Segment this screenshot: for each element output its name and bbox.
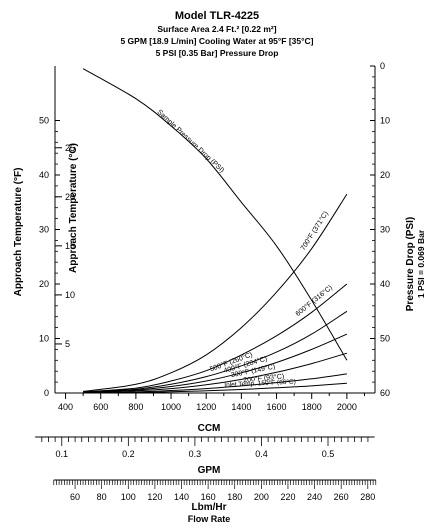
y-left-c-tick-label: 10 <box>65 290 75 300</box>
x-lbm-tick-label: 140 <box>174 492 189 502</box>
series-label: 600°F (316°C) <box>294 283 334 317</box>
x-lbm-tick-label: 60 <box>70 492 80 502</box>
x-lbm-tick-label: 80 <box>97 492 107 502</box>
x-ccm-tick-label: 400 <box>58 402 73 412</box>
x-ccm-tick-label: 1000 <box>161 402 181 412</box>
x-lbm-label: Lbm/Hr <box>192 502 227 513</box>
series-label: 700°F (371°C) <box>299 210 330 252</box>
series-line <box>83 373 347 394</box>
y-right-tick-label: 60 <box>380 388 390 398</box>
x-lbm-tick-label: 180 <box>227 492 242 502</box>
y-left-c-tick-label: 15 <box>65 241 75 251</box>
chart-subtitle-3: 5 PSI [0.35 Bar] Pressure Drop <box>156 48 279 58</box>
x-gpm-tick-label: 0.5 <box>322 449 335 459</box>
y-right-tick-label: 10 <box>380 116 390 126</box>
x-ccm-tick-label: 1200 <box>196 402 216 412</box>
y-left-c-tick-label: 5 <box>65 339 70 349</box>
y-left-c-tick-label: 20 <box>65 192 75 202</box>
y-right-label: Pressure Drop (PSI) <box>405 217 416 311</box>
series-line <box>83 333 348 393</box>
y-left-c-tick-label: 25 <box>65 143 75 153</box>
y-right-tick-label: 0 <box>380 61 385 71</box>
series-label: Inlet Temp. 150°F (66°C) <box>224 378 296 389</box>
x-ccm-tick-label: 1800 <box>302 402 322 412</box>
x-lbm-tick-label: 160 <box>201 492 216 502</box>
y-left-tick-label: 40 <box>39 170 49 180</box>
y-left-tick-label: 50 <box>39 116 49 126</box>
y-right-tick-label: 40 <box>380 279 390 289</box>
x-gpm-tick-label: 0.4 <box>255 449 268 459</box>
y-left-tick-label: 10 <box>39 334 49 344</box>
chart-subtitle-1: Surface Area 2.4 Ft.² [0.22 m²] <box>157 24 276 34</box>
x-lbm-tick-label: 280 <box>360 492 375 502</box>
x-ccm-tick-label: 1600 <box>267 402 287 412</box>
y-right-tick-label: 30 <box>380 225 390 235</box>
series-label: Sample Pressure Drop (PSI) <box>156 109 226 175</box>
x-gpm-tick-label: 0.1 <box>56 449 69 459</box>
x-gpm-tick-label: 0.3 <box>189 449 202 459</box>
x-ccm-tick-label: 600 <box>93 402 108 412</box>
x-lbm-tick-label: 260 <box>334 492 349 502</box>
x-lbm-tick-label: 220 <box>280 492 295 502</box>
series-label: 200°F (93°C) <box>243 372 285 384</box>
series-line <box>82 68 348 361</box>
y-left-tick-label: 30 <box>39 225 49 235</box>
chart-title: Model TLR-4225 <box>175 10 259 22</box>
x-ccm-tick-label: 1400 <box>231 402 251 412</box>
y-right-sublabel: 1 PSI = 0.069 Bar <box>416 229 426 298</box>
series-line <box>83 310 348 393</box>
series-line <box>83 283 348 393</box>
x-ccm-tick-label: 2000 <box>337 402 357 412</box>
x-lbm-tick-label: 120 <box>147 492 162 502</box>
chart-subtitle-2: 5 GPM [18.9 L/min] Cooling Water at 95°F… <box>120 36 313 46</box>
series-line <box>83 352 348 393</box>
y-right-tick-label: 20 <box>380 170 390 180</box>
x-lbm-tick-label: 100 <box>121 492 136 502</box>
x-lbm-tick-label: 240 <box>307 492 322 502</box>
y-right-tick-label: 50 <box>380 334 390 344</box>
y-left-tick-label: 0 <box>44 388 49 398</box>
y-left-f-label: Approach Temperature (°F) <box>13 168 24 297</box>
series-line <box>83 193 348 392</box>
x-gpm-label: GPM <box>198 465 221 476</box>
x-ccm-tick-label: 800 <box>128 402 143 412</box>
x-gpm-tick-label: 0.2 <box>122 449 135 459</box>
plot-layer: 0 10 20 30 40 50 5 10 15 20 25 0 10 20 30 40 50 60 400 600 8… <box>35 61 390 502</box>
x-ccm-label: CCM <box>198 423 221 434</box>
x-flowrate-label: Flow Rate <box>188 514 231 524</box>
series-line <box>83 382 347 394</box>
x-lbm-tick-label: 200 <box>254 492 269 502</box>
y-left-c-label: Approach Temperature (°C) <box>68 143 79 273</box>
y-left-tick-label: 20 <box>39 279 49 289</box>
